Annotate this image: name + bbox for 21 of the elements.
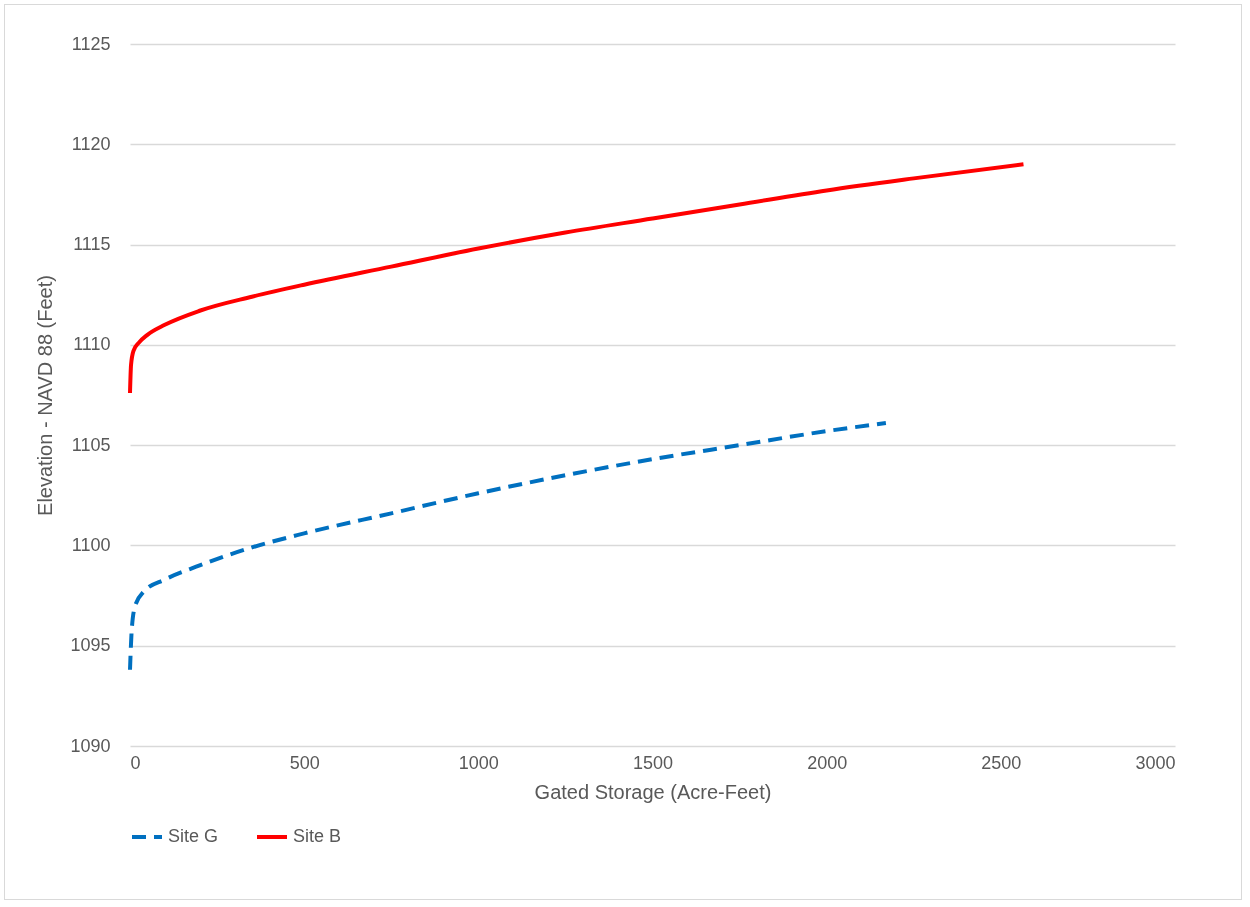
y-tick-label: 1115: [73, 234, 111, 255]
line-series: [128, 162, 1026, 395]
x-tick-label: 1000: [458, 752, 499, 773]
y-tick-label: 1105: [71, 434, 111, 455]
x-tick-label: 1500: [632, 752, 674, 773]
x-axis-title: Gated Storage (Acre-Feet): [534, 780, 772, 803]
y-tick-label: 1100: [71, 534, 111, 555]
line-series: [128, 421, 888, 672]
x-tick-label: 0: [130, 752, 141, 773]
y-tick-label: 1120: [71, 133, 111, 154]
x-tick-label: 500: [289, 752, 320, 773]
y-tick-label: 1125: [71, 33, 111, 54]
y-axis-title: Elevation - NAVD 88 (Feet): [34, 275, 57, 516]
x-tick-label: 2500: [981, 752, 1022, 773]
x-tick-label: 3000: [1135, 752, 1176, 773]
y-tick-label: 1095: [70, 635, 111, 656]
y-tick-label: 1110: [73, 334, 111, 355]
legend-label: Site B: [293, 826, 342, 846]
legend-label: Site G: [168, 826, 219, 846]
y-tick-label: 1090: [70, 735, 111, 756]
x-tick-label: 2000: [807, 752, 848, 773]
